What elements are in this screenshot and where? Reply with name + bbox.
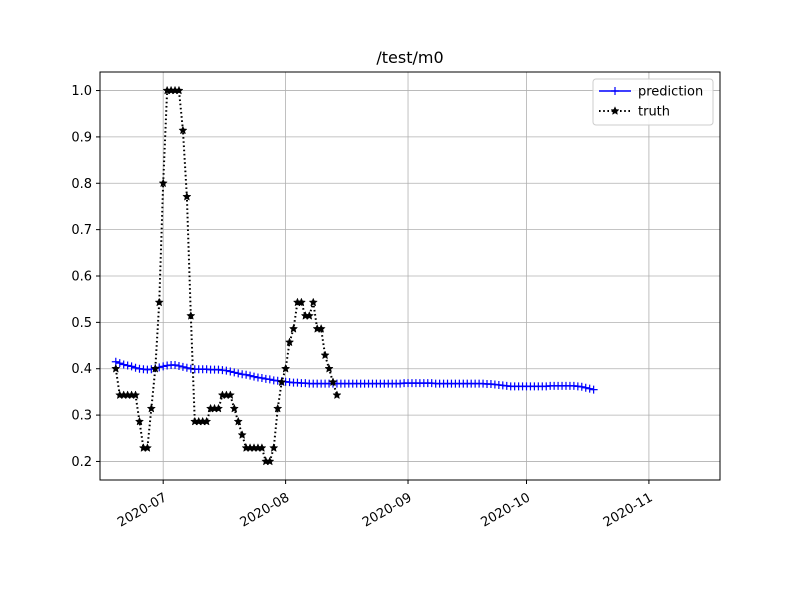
prediction-point <box>159 362 168 371</box>
y-tick-label: 0.3 <box>71 409 92 424</box>
truth-point <box>296 297 307 307</box>
prediction-point <box>178 362 187 371</box>
truth-point <box>202 416 212 426</box>
series-prediction <box>111 357 598 394</box>
prediction-point <box>589 385 598 394</box>
prediction-point <box>234 369 243 378</box>
truth-point <box>142 443 152 452</box>
truth-point <box>130 390 141 400</box>
truth-point <box>174 85 184 95</box>
prediction-point <box>265 375 274 384</box>
prediction-point <box>242 370 251 379</box>
truth-point <box>150 363 160 373</box>
truth-point <box>225 390 235 400</box>
series-layer <box>111 85 598 466</box>
truth-point <box>154 297 164 307</box>
truth-point <box>111 363 121 373</box>
prediction-point <box>226 367 235 376</box>
prediction-point <box>222 366 231 375</box>
prediction-point <box>131 363 140 372</box>
truth-point <box>308 297 318 307</box>
y-tick-label: 0.2 <box>71 455 92 470</box>
truth-point <box>158 178 168 188</box>
y-tick-label: 0.4 <box>71 362 92 377</box>
truth-point <box>146 403 156 413</box>
legend-marker-truth <box>610 106 620 115</box>
legend-label-prediction: prediction <box>638 85 703 100</box>
truth-point <box>332 390 342 400</box>
truth-point <box>186 311 196 320</box>
prediction-point <box>171 361 180 370</box>
y-tick-label: 0.8 <box>71 177 92 192</box>
truth-point <box>304 311 314 320</box>
truth-point <box>233 416 243 426</box>
legend: prediction truth <box>592 78 714 126</box>
prediction-point <box>115 359 124 368</box>
prediction-point <box>585 384 594 393</box>
truth-point <box>269 443 279 452</box>
truth-point <box>284 337 295 347</box>
truth-point <box>257 443 267 452</box>
truth-point <box>320 350 330 360</box>
prediction-point <box>250 372 259 381</box>
prediction-point <box>127 362 136 371</box>
y-tick-label: 1.0 <box>71 84 92 99</box>
prediction-point <box>182 363 191 372</box>
truth-point <box>134 416 145 426</box>
truth-point <box>277 377 287 387</box>
prediction-point <box>174 361 183 370</box>
truth-point <box>178 125 188 135</box>
truth-point <box>316 323 326 333</box>
chart-title: /test/m0 <box>376 48 443 67</box>
prediction-point <box>119 360 128 369</box>
prediction-point <box>246 371 255 380</box>
prediction-point <box>581 383 590 392</box>
y-tick-label: 0.9 <box>71 130 92 145</box>
truth-point <box>237 430 247 439</box>
truth-point <box>324 363 334 373</box>
truth-point <box>182 191 192 201</box>
legend-marker-prediction <box>611 87 619 95</box>
truth-point <box>265 456 275 466</box>
y-tick-label: 0.7 <box>71 223 92 238</box>
truth-point <box>229 403 239 413</box>
truth-point <box>288 323 299 333</box>
prediction-point <box>230 368 239 377</box>
truth-point <box>213 403 224 413</box>
prediction-point <box>577 382 586 391</box>
prediction-point <box>123 361 132 370</box>
series-truth <box>111 85 342 466</box>
truth-point <box>328 377 338 387</box>
truth-point <box>280 363 291 373</box>
y-tick-label: 0.5 <box>71 316 92 331</box>
y-tick-label: 0.6 <box>71 270 92 285</box>
legend-label-truth: truth <box>638 105 670 120</box>
prediction-point <box>257 374 266 382</box>
truth-point <box>273 403 283 413</box>
